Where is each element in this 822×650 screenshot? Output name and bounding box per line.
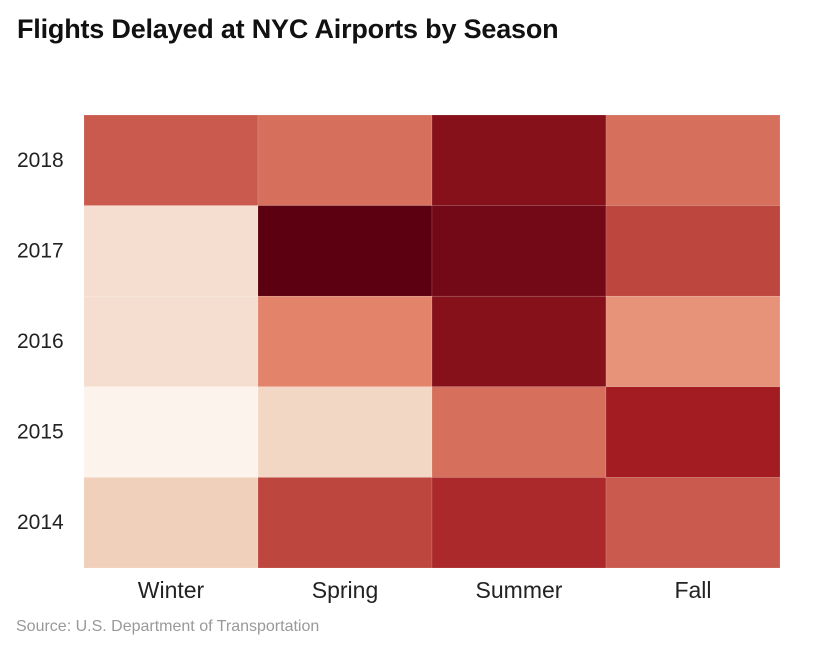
- x-tick-label: Summer: [476, 577, 563, 603]
- heatmap-cell: [605, 114, 781, 206]
- heatmap-cell: [83, 386, 259, 478]
- heatmap-cell: [83, 477, 259, 569]
- y-tick-label: 2018: [17, 149, 64, 172]
- heatmap-cell: [257, 477, 433, 569]
- heatmap-cell: [605, 386, 781, 478]
- heatmap-cell: [605, 295, 781, 388]
- heatmap-cell: [431, 114, 607, 206]
- x-tick-label: Fall: [674, 577, 711, 603]
- heatmap-cell: [431, 205, 607, 297]
- y-tick-label: 2016: [17, 330, 64, 353]
- y-tick-label: 2014: [17, 511, 64, 534]
- heatmap-cell: [83, 205, 259, 297]
- chart-title: Flights Delayed at NYC Airports by Seaso…: [17, 14, 559, 44]
- heatmap-cell: [83, 114, 259, 206]
- heatmap-cell: [257, 295, 433, 388]
- x-tick-label: Winter: [138, 577, 205, 603]
- heatmap-cell: [257, 205, 433, 297]
- x-tick-label: Spring: [312, 577, 378, 603]
- y-tick-label: 2017: [17, 239, 64, 262]
- heatmap-cell: [257, 386, 433, 478]
- heatmap-cell: [431, 295, 607, 388]
- heatmap-cell: [605, 205, 781, 297]
- heatmap-cell: [431, 386, 607, 478]
- heatmap-cell: [83, 295, 259, 388]
- y-tick-label: 2015: [17, 421, 64, 444]
- source-note: Source: U.S. Department of Transportatio…: [16, 618, 320, 635]
- heatmap-cell: [257, 114, 433, 206]
- heatmap-cell: [431, 477, 607, 569]
- heatmap-cell: [605, 477, 781, 569]
